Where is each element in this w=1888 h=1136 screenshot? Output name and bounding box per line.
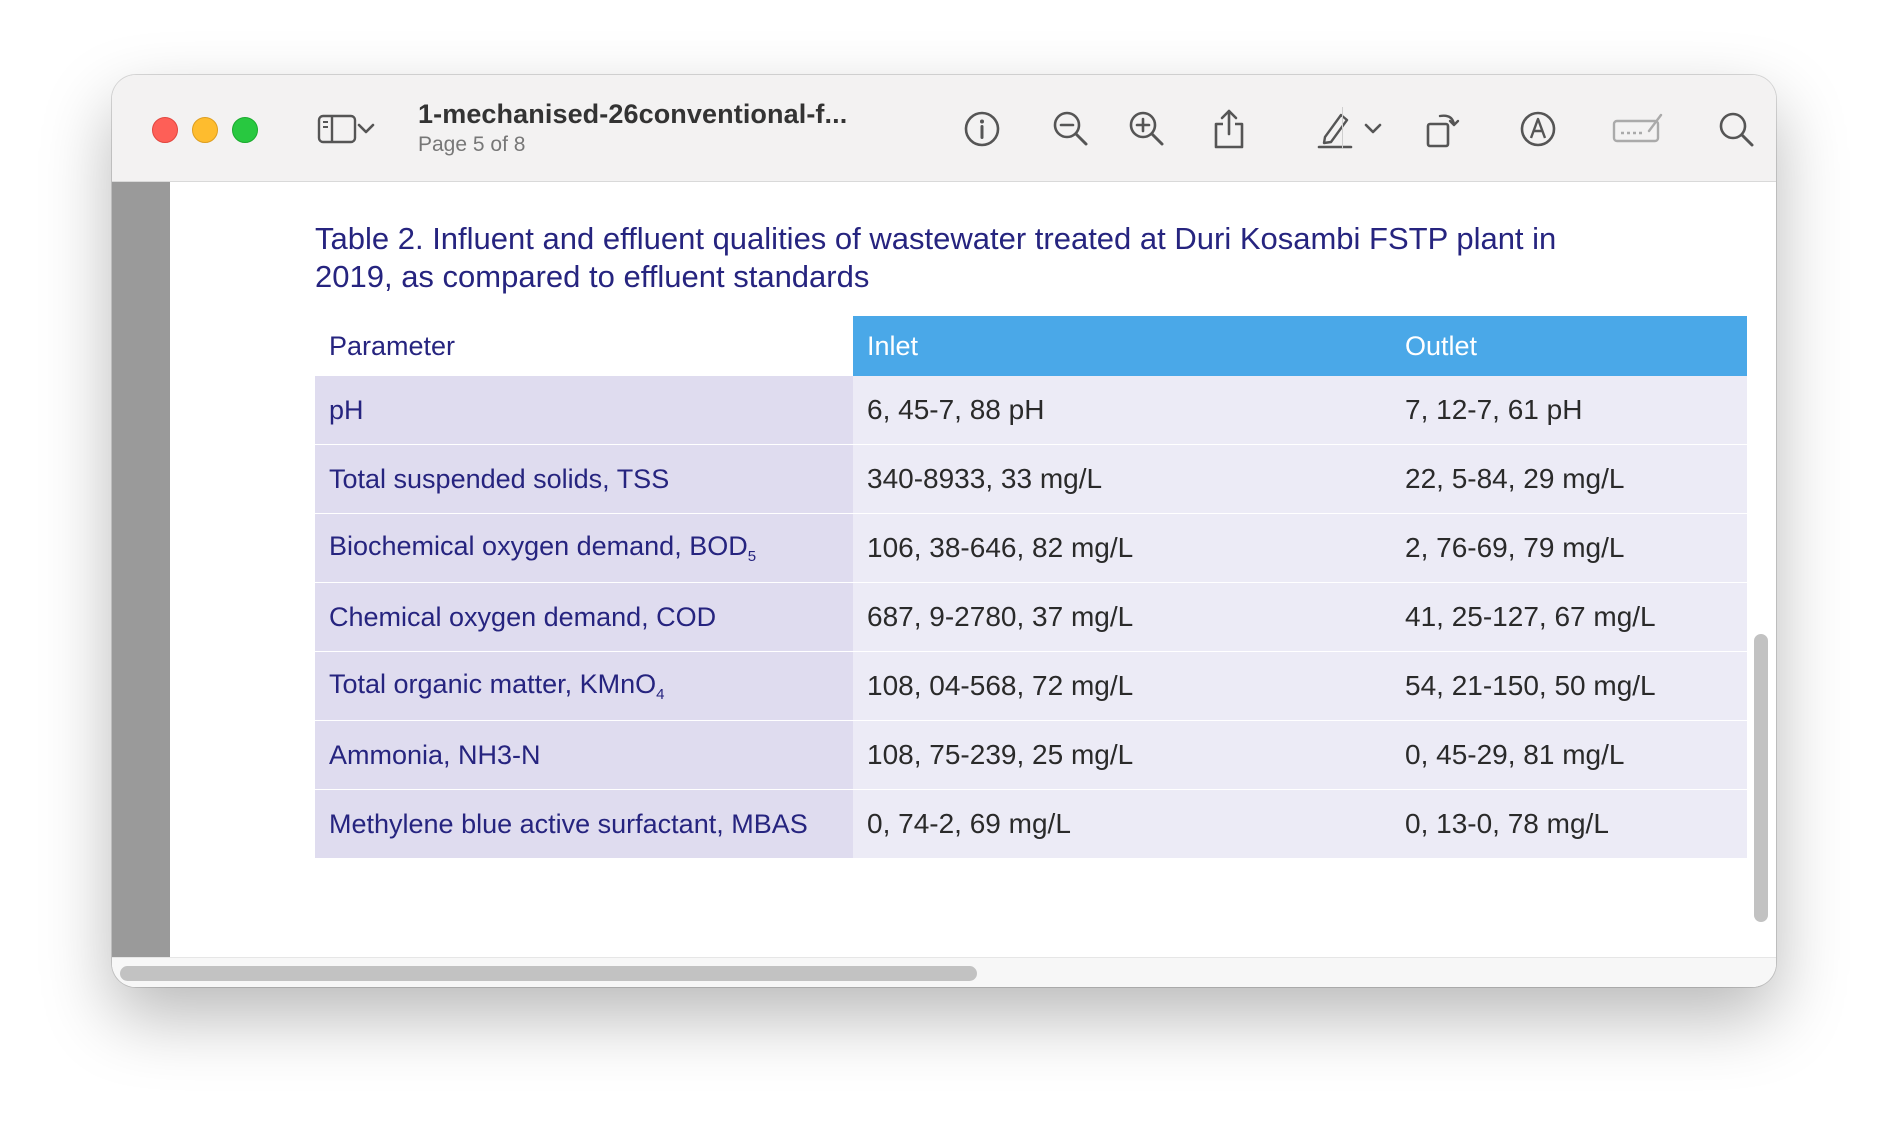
signature-button[interactable] — [1602, 99, 1672, 159]
search-button[interactable] — [1706, 99, 1766, 159]
table-row: Methylene blue active surfactant, MBAS 0… — [315, 789, 1747, 858]
table-row: Ammonia, NH3-N 108, 75-239, 25 mg/L 0, 4… — [315, 720, 1747, 790]
close-button[interactable] — [152, 117, 178, 143]
table-row: Total organic matter, KMnO4 108, 04-568,… — [315, 651, 1747, 721]
sidebar-menu-button[interactable] — [349, 99, 383, 159]
markup-button[interactable] — [1508, 99, 1568, 159]
chevron-down-icon — [1364, 123, 1382, 134]
inlet-cell: 108, 04-568, 72 mg/L — [853, 651, 1391, 721]
document-title: 1-mechanised-26conventional-f... — [418, 99, 848, 129]
header-outlet: Outlet — [1391, 316, 1747, 376]
inlet-cell: 687, 9-2780, 37 mg/L — [853, 582, 1391, 652]
page-indicator: Page 5 of 8 — [418, 133, 526, 156]
parameter-cell: Chemical oxygen demand, COD — [315, 582, 853, 652]
zoom-out-icon — [1053, 111, 1088, 146]
parameter-cell: Biochemical oxygen demand, BOD5 — [315, 513, 853, 583]
outlet-cell: 41, 25-127, 67 mg/L — [1391, 582, 1747, 652]
sidebar-gutter — [112, 182, 170, 962]
subscript: 5 — [747, 548, 757, 565]
table-header-row: Parameter Inlet Outlet — [315, 316, 1747, 376]
subscript: 4 — [656, 686, 665, 703]
search-icon — [1719, 112, 1754, 147]
outlet-cell: 0, 13-0, 78 mg/L — [1391, 789, 1747, 858]
sidebar-icon — [317, 114, 357, 144]
zoom-in-icon — [1129, 111, 1164, 146]
data-table: Parameter Inlet Outlet pH 6, 45-7, 88 pH… — [315, 316, 1747, 858]
sidebar-toggle-button[interactable] — [307, 99, 367, 159]
document-viewport[interactable]: Table 2. Influent and effluent qualities… — [112, 182, 1776, 987]
vertical-scrollbar[interactable] — [1754, 634, 1768, 922]
parameter-cell: Ammonia, NH3-N — [315, 720, 853, 790]
pdf-page: Table 2. Influent and effluent qualities… — [170, 182, 1776, 962]
table-row: pH 6, 45-7, 88 pH 7, 12-7, 61 pH — [315, 376, 1747, 445]
horizontal-scrollbar[interactable] — [120, 966, 977, 981]
info-icon — [964, 111, 1000, 147]
outlet-cell: 0, 45-29, 81 mg/L — [1391, 720, 1747, 790]
parameter-cell: Total organic matter, KMnO4 — [315, 651, 853, 721]
inlet-cell: 0, 74-2, 69 mg/L — [853, 789, 1391, 858]
preview-window: 1-mechanised-26conventional-f... Page 5 … — [112, 75, 1776, 987]
parameter-cell: Total suspended solids, TSS — [315, 444, 853, 514]
inlet-cell: 340-8933, 33 mg/L — [853, 444, 1391, 514]
inlet-cell: 106, 38-646, 82 mg/L — [853, 513, 1391, 583]
share-button[interactable] — [1199, 99, 1259, 159]
outlet-cell: 7, 12-7, 61 pH — [1391, 376, 1747, 445]
markup-icon — [1520, 111, 1556, 147]
table-row: Chemical oxygen demand, COD 687, 9-2780,… — [315, 582, 1747, 652]
rotate-icon — [1426, 114, 1460, 148]
signature-icon — [1612, 113, 1663, 143]
header-inlet: Inlet — [853, 316, 1391, 376]
table-row: Total suspended solids, TSS 340-8933, 33… — [315, 444, 1747, 514]
inlet-cell: 108, 75-239, 25 mg/L — [853, 720, 1391, 790]
title-bar: 1-mechanised-26conventional-f... Page 5 … — [112, 75, 1776, 182]
inlet-cell: 6, 45-7, 88 pH — [853, 376, 1391, 445]
parameter-cell: pH — [315, 376, 853, 445]
rotate-button[interactable] — [1412, 99, 1472, 159]
share-icon — [1214, 109, 1244, 149]
zoom-in-button[interactable] — [1117, 99, 1177, 159]
table-caption: Table 2. Influent and effluent qualities… — [315, 221, 1557, 294]
zoom-button[interactable] — [232, 117, 258, 143]
chevron-down-icon — [357, 123, 375, 134]
toolbar-separator — [1342, 107, 1343, 149]
zoom-out-button[interactable] — [1041, 99, 1101, 159]
outlet-cell: 2, 76-69, 79 mg/L — [1391, 513, 1747, 583]
minimize-button[interactable] — [192, 117, 218, 143]
highlight-menu-button[interactable] — [1356, 99, 1390, 159]
highlight-pen-icon — [1317, 113, 1353, 149]
outlet-cell: 22, 5-84, 29 mg/L — [1391, 444, 1747, 514]
parameter-cell: Methylene blue active surfactant, MBAS — [315, 789, 853, 858]
highlight-button[interactable] — [1305, 99, 1365, 159]
table-row: Biochemical oxygen demand, BOD5 106, 38-… — [315, 513, 1747, 583]
outlet-cell: 54, 21-150, 50 mg/L — [1391, 651, 1747, 721]
info-button[interactable] — [952, 99, 1012, 159]
header-parameter: Parameter — [315, 316, 853, 376]
